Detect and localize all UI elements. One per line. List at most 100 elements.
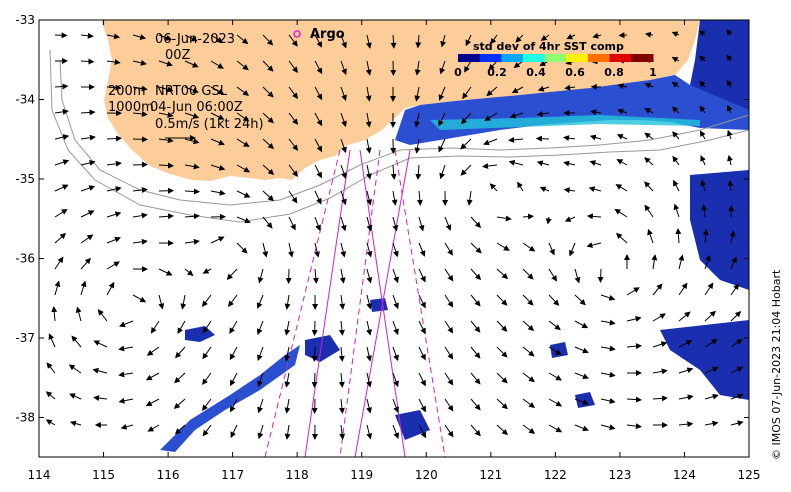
current-arrow [132,212,148,219]
current-arrow [563,187,576,194]
current-arrow [288,138,299,151]
current-arrow [548,346,562,356]
current-arrow [678,282,688,296]
current-arrow [210,189,226,196]
current-arrow [438,112,446,127]
current-arrow [314,242,320,258]
isobath2-label: 1000m [108,100,154,115]
current-arrow [288,112,299,125]
current-arrow [177,320,186,334]
current-arrow [563,160,576,167]
current-arrow [415,164,422,180]
current-arrow [588,186,602,193]
current-arrow [726,29,733,36]
current-arrow [311,346,318,362]
current-arrow [284,424,291,440]
colorbar-swatch [458,54,481,62]
current-arrow [338,346,345,362]
current-arrow [262,216,273,229]
current-arrow [536,160,550,167]
current-arrow [644,31,654,38]
current-arrow [522,294,534,306]
current-arrow [545,216,552,225]
current-arrow [314,34,323,48]
current-arrow [564,84,576,91]
date-label: 06-Jun-2023 [155,32,235,47]
current-arrow [704,254,711,270]
current-arrow [418,216,425,232]
current-arrow [522,213,535,220]
current-arrow [444,268,454,282]
current-arrow [700,155,706,166]
current-arrow [678,311,691,322]
current-arrow [118,397,134,404]
current-arrow [444,294,454,308]
current-arrow [678,340,693,348]
current-arrow [210,138,225,146]
current-arrow [569,242,576,257]
current-arrow [496,398,508,410]
y-tick-label: -37 [15,331,35,345]
current-arrow [699,80,706,88]
current-arrow [671,106,680,114]
colorbar-swatch [479,54,502,62]
current-arrow [675,228,682,244]
current-arrow [548,424,563,433]
x-tick-label: 118 [286,468,309,482]
current-arrow [460,138,472,150]
current-arrow [589,160,602,166]
current-arrow [119,320,134,328]
current-arrow [184,112,200,119]
current-arrow [672,155,680,166]
current-arrow [515,34,524,43]
current-arrow [69,393,82,400]
current-arrow [229,346,238,361]
current-arrow [548,398,563,407]
current-arrow [68,364,82,374]
current-arrow [262,34,274,46]
current-arrow [616,159,628,166]
current-arrow [496,294,508,306]
current-arrow [236,216,251,224]
current-arrow [586,213,602,220]
current-arrow [184,238,200,245]
current-arrow [158,86,174,93]
current-arrow [262,112,274,124]
current-arrow [522,346,535,357]
current-arrow [145,398,160,407]
current-arrow [470,372,481,385]
current-arrow [339,424,346,440]
current-arrow [652,313,666,322]
current-arrow [600,345,616,352]
current-arrow [652,341,668,348]
current-arrow [256,320,264,335]
current-arrow [439,164,446,180]
current-arrow [644,82,654,89]
current-arrow [626,423,642,430]
current-arrow [339,294,346,310]
current-arrow [730,420,744,427]
current-arrow [230,398,238,413]
current-arrow [288,60,298,74]
x-tick-label: 125 [738,468,761,482]
current-arrow [106,281,115,296]
current-arrow [202,268,212,274]
current-arrow [184,188,200,195]
colorbar-swatch [609,54,632,62]
current-arrow [540,34,550,41]
current-arrow [574,268,581,284]
current-arrow [438,86,446,101]
current-arrow [229,372,238,387]
current-arrow [566,33,576,40]
current-arrow [444,346,454,360]
current-arrow [574,294,586,306]
current-arrow [184,60,199,68]
current-arrow [284,398,291,414]
current-arrow [460,164,472,176]
current-arrow [564,216,576,222]
current-arrow [418,372,426,387]
current-arrow [236,86,250,96]
current-arrow [574,398,589,406]
current-arrow [132,161,148,168]
current-arrow [180,294,187,310]
